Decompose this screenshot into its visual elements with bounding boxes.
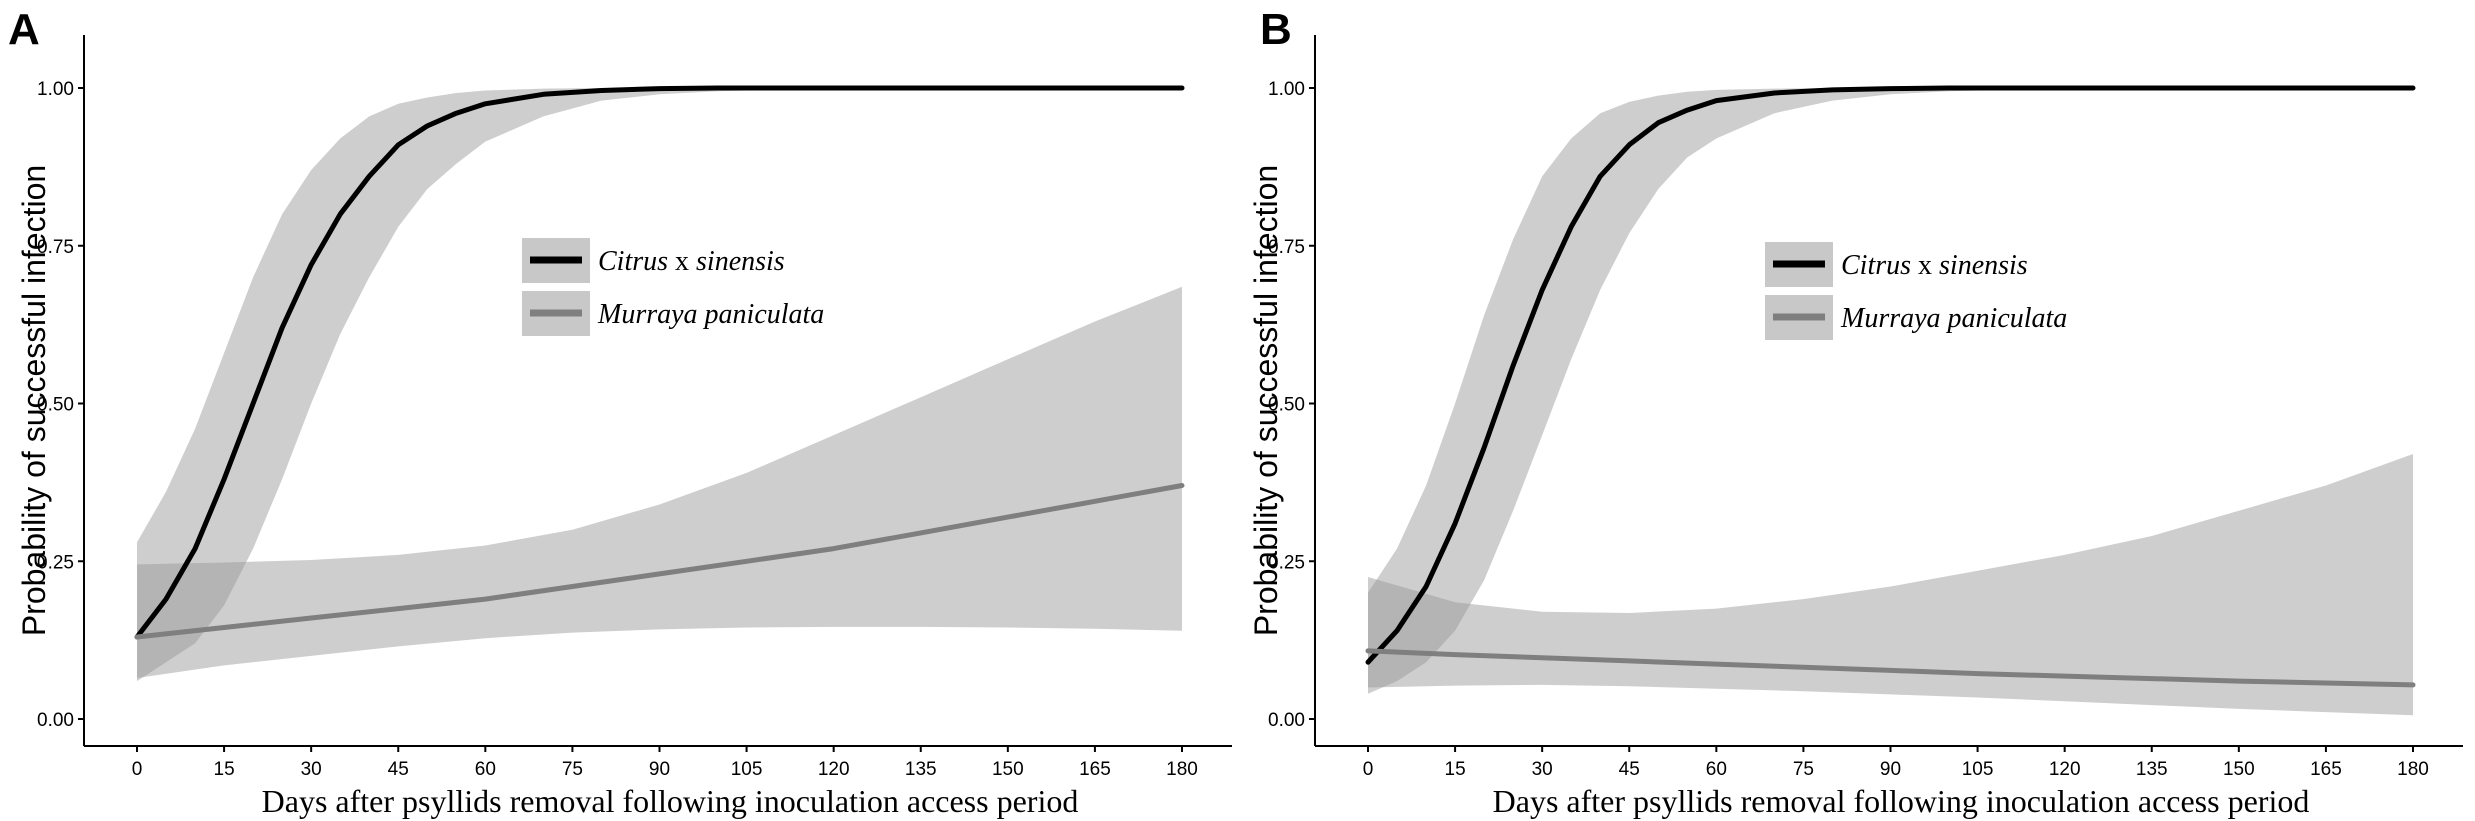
x-tick-label: 0 [1363, 759, 1374, 780]
legend-label-normal: x [1911, 250, 1939, 281]
panel-b: B 0.00 0.25 0.50 0.75 1.00 0 15 30 45 60 75 90 105 120… [1248, 5, 2463, 819]
x-tick-label: 0 [132, 759, 143, 780]
x-tick-label: 165 [2310, 759, 2342, 780]
x-tick-label: 45 [1619, 759, 1640, 780]
x-tick-label: 30 [1532, 759, 1553, 780]
legend-label: Murraya paniculata [1840, 303, 2067, 334]
x-tick-label: 135 [905, 759, 937, 780]
x-tick-label: 90 [649, 759, 670, 780]
legend-label-italic: sinensis [696, 246, 785, 277]
panel-label: A [8, 5, 40, 54]
x-tick-label: 180 [2397, 759, 2429, 780]
series-line [1365, 648, 2416, 688]
legend-label: Citrus x sinensis [1841, 250, 2028, 281]
x-tick-label: 120 [2049, 759, 2081, 780]
y-tick-label: 0.75 [37, 237, 74, 258]
y-tick-label: 0.50 [37, 395, 74, 416]
y-tick-label: 1.00 [37, 79, 74, 100]
y-tick-label: 0.25 [37, 552, 74, 573]
confidence-band [1368, 454, 2413, 716]
x-tick-label: 105 [1962, 759, 1994, 780]
x-tick-label: 75 [562, 759, 583, 780]
x-tick-label: 75 [1793, 759, 1814, 780]
x-tick-label: 180 [1166, 759, 1198, 780]
y-tick-label: 1.00 [1268, 79, 1305, 100]
legend-label-italic: Murraya paniculata [1840, 303, 2067, 334]
x-tick-label: 60 [475, 759, 496, 780]
legend-label-normal: x [668, 246, 696, 277]
x-tick-label: 30 [301, 759, 322, 780]
y-tick-label: 0.25 [1268, 552, 1305, 573]
x-axis-label: Days after psyllids removal following in… [262, 783, 1079, 819]
series-line [134, 483, 1185, 640]
y-axis-label: Probability of successful infection [16, 165, 52, 636]
series-line [1365, 85, 2416, 665]
x-tick-label: 105 [731, 759, 763, 780]
x-tick-label: 135 [2136, 759, 2168, 780]
y-axis-label: Probability of successful infection [1248, 165, 1284, 636]
legend-label-italic: Citrus [598, 246, 668, 277]
x-tick-label: 150 [2223, 759, 2255, 780]
confidence-band [137, 286, 1182, 678]
legend-label-italic: Citrus [1841, 250, 1911, 281]
y-tick-label: 0.50 [1268, 395, 1305, 416]
y-tick-label: 0.00 [37, 710, 74, 731]
x-tick-label: 90 [1880, 759, 1901, 780]
y-tick-label: 0.00 [1268, 710, 1305, 731]
series-line [134, 85, 1185, 640]
x-tick-label: 150 [992, 759, 1024, 780]
x-axis-label: Days after psyllids removal following in… [1493, 783, 2310, 819]
x-tick-label: 15 [1445, 759, 1466, 780]
legend-label: Murraya paniculata [597, 299, 824, 330]
y-tick-label: 0.75 [1268, 237, 1305, 258]
x-tick-label: 165 [1079, 759, 1111, 780]
legend-label-italic: Murraya paniculata [597, 299, 824, 330]
panel-a: A 0.00 0.25 0.50 0.75 1.00 0 15 30 45 60 75 90 105 120… [8, 5, 1232, 819]
x-tick-label: 60 [1706, 759, 1727, 780]
panel-label: B [1260, 5, 1292, 54]
legend-label: Citrus x sinensis [598, 246, 785, 277]
legend-label-italic: sinensis [1939, 250, 2028, 281]
x-tick-label: 15 [214, 759, 235, 780]
x-tick-label: 120 [818, 759, 850, 780]
x-tick-label: 45 [388, 759, 409, 780]
